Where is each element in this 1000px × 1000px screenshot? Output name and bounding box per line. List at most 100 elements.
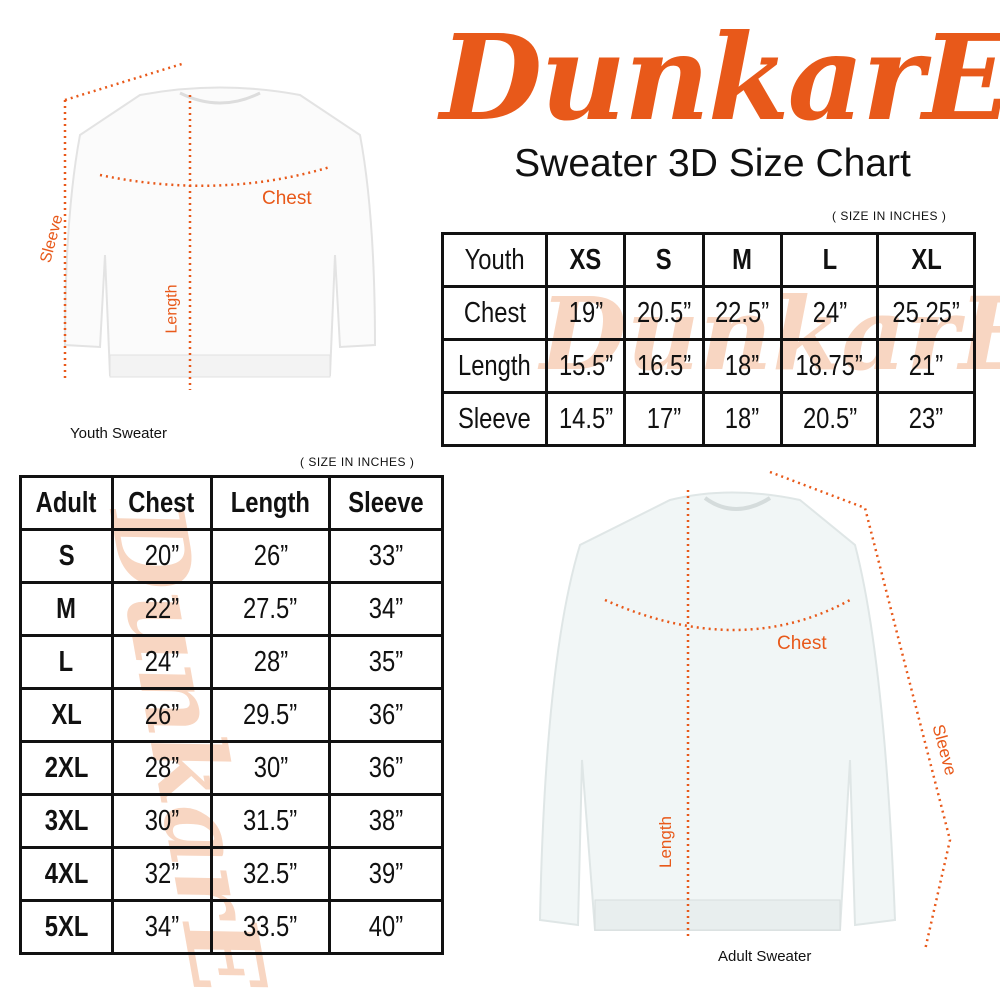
youth-chest-line: [99, 165, 331, 188]
table-cell: 23”: [876, 391, 976, 447]
table-cell: L: [779, 232, 880, 288]
header-cell: XS: [569, 243, 602, 276]
cell: 22.5”: [715, 296, 770, 329]
youth-sweater-diagram: [63, 61, 377, 390]
cell: 26”: [253, 539, 288, 572]
row-label: S: [58, 539, 75, 572]
row-label: 2XL: [44, 751, 89, 784]
table-cell: Length: [441, 338, 548, 394]
adult-caption: Adult Sweater: [718, 948, 812, 965]
table-cell: 3XL: [19, 793, 114, 849]
cell: 26”: [144, 698, 179, 731]
adult-length-label: Length: [656, 816, 675, 868]
cell: 35”: [368, 645, 404, 678]
cell: 28”: [253, 645, 288, 678]
table-cell: 36”: [328, 740, 444, 796]
cell: 36”: [368, 751, 404, 784]
row-label: L: [59, 645, 74, 678]
table-cell: 32.5”: [209, 846, 332, 902]
table-cell: Chest: [110, 475, 213, 531]
table-cell: S: [19, 528, 114, 584]
cell: 29.5”: [243, 698, 298, 731]
cell: 36”: [368, 698, 404, 731]
cell: 20”: [144, 539, 179, 572]
adult-size-table: Adult Chest Length Sleeve S 20” 26” 33” M 22…: [19, 475, 444, 955]
cell: 17”: [646, 402, 682, 435]
table-cell: 22”: [110, 581, 213, 637]
cell: 39”: [368, 857, 404, 890]
cell: 33”: [368, 539, 404, 572]
table-cell: 26”: [110, 687, 213, 743]
row-label: 4XL: [44, 857, 89, 890]
table-cell: 34”: [110, 899, 213, 955]
row-label: 5XL: [44, 910, 89, 943]
table-row: 2XL 28” 30” 36”: [19, 740, 444, 796]
table-cell: 36”: [328, 687, 444, 743]
table-cell: 26”: [209, 528, 332, 584]
table-cell: 35”: [328, 634, 444, 690]
table-cell: 34”: [328, 581, 444, 637]
cell: 20.5”: [636, 296, 691, 329]
table-cell: 32”: [110, 846, 213, 902]
cell: 24”: [812, 296, 847, 329]
table-cell: 39”: [328, 846, 444, 902]
cell: 38”: [368, 804, 404, 837]
cell: 25.25”: [892, 296, 960, 329]
youth-size-note: ( SIZE IN INCHES ): [832, 209, 947, 223]
table-cell: 21”: [876, 338, 976, 394]
cell: 31.5”: [243, 804, 298, 837]
row-label: 3XL: [44, 804, 89, 837]
table-cell: S: [623, 232, 705, 288]
table-cell: Adult: [19, 475, 114, 531]
cell: 30”: [253, 751, 288, 784]
table-row: Length 15.5” 16.5” 18” 18.75” 21”: [441, 338, 976, 394]
table-cell: 33.5”: [209, 899, 332, 955]
cell: 32.5”: [243, 857, 298, 890]
cell: 21”: [908, 349, 944, 382]
table-cell: 17”: [623, 391, 705, 447]
cell: 14.5”: [558, 402, 613, 435]
cell: 20.5”: [802, 402, 857, 435]
table-cell: 24”: [779, 285, 880, 341]
adult-sweater-shape: [538, 491, 897, 931]
table-cell: 31.5”: [209, 793, 332, 849]
table-cell: 16.5”: [623, 338, 705, 394]
table-cell: 18”: [701, 391, 783, 447]
adult-chest-label: Chest: [777, 633, 827, 654]
adult-sweater-diagram: [538, 470, 952, 951]
youth-size-table: Youth XS S M L XL Chest 19” 20.5” 22.5” …: [441, 232, 976, 447]
table-row: 3XL 30” 31.5” 38”: [19, 793, 444, 849]
cell: 28”: [144, 751, 179, 784]
table-cell: 28”: [209, 634, 332, 690]
table-cell: 22.5”: [701, 285, 783, 341]
table-row: 4XL 32” 32.5” 39”: [19, 846, 444, 902]
table-cell: 4XL: [19, 846, 114, 902]
table-cell: Sleeve: [441, 391, 548, 447]
header-cell: L: [822, 243, 837, 276]
header-cell: Sleeve: [348, 486, 424, 519]
table-cell: M: [701, 232, 783, 288]
adult-size-note: ( SIZE IN INCHES ): [300, 455, 415, 469]
cell: 18.75”: [795, 349, 864, 382]
header-cell: Adult: [35, 486, 97, 519]
page-title: Sweater 3D Size Chart: [514, 142, 911, 185]
table-cell: 20.5”: [623, 285, 705, 341]
youth-sweater-shape: [63, 86, 377, 376]
table-cell: 18.75”: [779, 338, 880, 394]
cell: 23”: [908, 402, 944, 435]
cell: 34”: [368, 592, 404, 625]
cell: 15.5”: [558, 349, 613, 382]
table-cell: 33”: [328, 528, 444, 584]
youth-length-label: Length: [163, 284, 181, 334]
row-label: M: [56, 592, 77, 625]
table-cell: 40”: [328, 899, 444, 955]
header-cell: S: [655, 243, 672, 276]
table-row: Chest 19” 20.5” 22.5” 24” 25.25”: [441, 285, 976, 341]
cell: 24”: [144, 645, 179, 678]
cell: 16.5”: [636, 349, 691, 382]
youth-chest-label: Chest: [262, 188, 312, 209]
table-cell: 29.5”: [209, 687, 332, 743]
cell: 30”: [144, 804, 179, 837]
table-cell: 27.5”: [209, 581, 332, 637]
